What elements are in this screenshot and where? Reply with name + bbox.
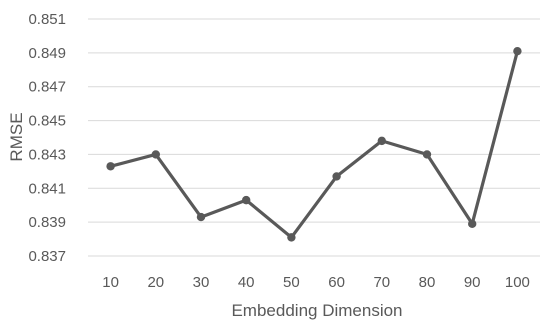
x-axis-ticks: 10 20 30 40 50 60 70 80 90 100 [102,274,530,291]
x-tick-label: 50 [283,274,300,291]
y-tick-label: 0.845 [28,113,66,130]
y-axis-label: RMSE [7,112,26,161]
y-tick-label: 0.843 [28,146,66,163]
data-point [332,172,341,181]
y-tick-label: 0.851 [28,11,66,28]
x-tick-label: 90 [464,274,481,291]
series-layer [106,46,522,242]
x-tick-label: 80 [419,274,436,291]
data-point [377,136,386,146]
data-point [196,212,206,222]
y-tick-label: 0.849 [28,45,66,62]
data-point [242,195,251,205]
x-tick-label: 40 [238,274,255,291]
y-tick-label: 0.847 [28,79,66,96]
data-point [422,150,432,159]
x-tick-label: 20 [147,274,164,291]
x-tick-label: 10 [102,274,119,291]
data-point [513,46,522,56]
data-point [151,150,160,159]
data-point [287,233,296,242]
x-tick-label: 70 [373,274,390,291]
gridlines [88,18,540,257]
x-axis-label: Embedding Dimension [231,301,402,320]
x-tick-label: 30 [193,274,210,291]
y-tick-label: 0.841 [28,180,66,197]
x-tick-label: 60 [328,274,345,291]
y-tick-label: 0.839 [28,214,66,231]
y-tick-label: 0.837 [28,248,66,265]
series-line [108,49,520,239]
y-axis-ticks: 0.837 0.839 0.841 0.843 0.845 0.847 0.849 0.851 [28,11,66,265]
x-tick-label: 100 [505,274,530,291]
data-point [106,162,115,171]
data-point [468,219,477,229]
